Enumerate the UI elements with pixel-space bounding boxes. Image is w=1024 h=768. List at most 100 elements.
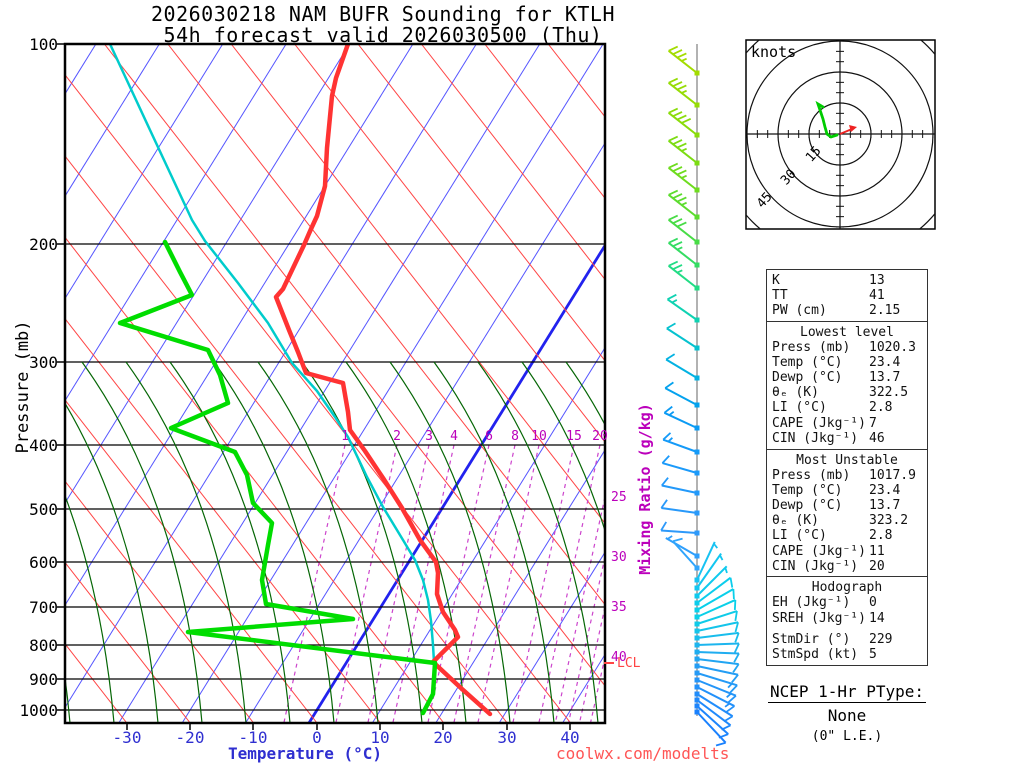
- isotherm-line: [245, 142, 605, 723]
- pressure-tick-label: 800: [29, 636, 58, 655]
- table-row: θₑ (K) 323.2: [772, 513, 922, 528]
- moist-adiabat-line: [389, 361, 511, 723]
- wind-barb: [668, 45, 700, 76]
- moist-adiabat-line: [565, 361, 605, 427]
- wind-barb: [661, 477, 700, 496]
- wind-barb: [666, 293, 700, 323]
- wind-barb: [668, 77, 700, 108]
- mixing-ratio-line: [578, 606, 605, 723]
- row-label: Press (mb): [772, 467, 851, 483]
- wind-barb: [668, 162, 700, 193]
- isotherm-line: [181, 44, 604, 723]
- row-label: θₑ (K): [772, 513, 819, 529]
- wind-barb: [665, 353, 700, 381]
- row-value: 229: [869, 631, 893, 647]
- row-label: LI (°C): [772, 528, 827, 544]
- wind-barb: [694, 642, 740, 653]
- table-section: K 13 TT 41 PW (cm) 2.15: [766, 268, 928, 323]
- moist-adiabat-line: [521, 361, 605, 533]
- wind-barb: [694, 553, 724, 591]
- wind-barb: [661, 455, 700, 476]
- wind-barb: [694, 631, 740, 643]
- row-value: 23.4: [869, 482, 901, 498]
- wind-barb: [666, 322, 700, 351]
- wind-barb: [664, 381, 700, 408]
- moist-adiabat-line: [65, 673, 71, 723]
- row-label: EH (Jkg⁻¹): [772, 595, 851, 611]
- temperature-tick-label: -10: [238, 728, 268, 747]
- mixing-ratio-value-label: 15: [566, 429, 582, 444]
- wind-barb: [694, 684, 735, 713]
- row-value: 2.15: [869, 302, 901, 318]
- pressure-tick-label: 1000: [19, 701, 58, 720]
- mixing-ratio-value-label: 35: [611, 600, 627, 615]
- moist-adiabat-line: [433, 361, 555, 723]
- isotherm-line: [65, 44, 224, 300]
- wind-barb: [672, 537, 700, 571]
- table-row: Press (mb) 1017.9: [772, 468, 922, 483]
- dry-adiabat-line: [103, 44, 605, 687]
- wind-barb: [663, 405, 700, 431]
- isotherm-line: [65, 44, 414, 607]
- moist-adiabat-line: [301, 361, 423, 723]
- table-row: LI (°C) 2.8: [772, 400, 922, 415]
- dry-adiabat-line: [230, 44, 605, 525]
- table-row: SREH (Jkg⁻¹) 14: [772, 611, 922, 626]
- table-row: Temp (°C) 23.4: [772, 483, 922, 498]
- wind-barb: [694, 663, 739, 684]
- row-value: 1017.9: [869, 467, 916, 483]
- table-row: PW (cm) 2.15: [772, 303, 922, 318]
- row-value: 1020.3: [869, 339, 916, 355]
- row-label: K: [772, 272, 780, 288]
- mixing-ratio-line: [589, 656, 605, 723]
- temperature-tick-label: 40: [560, 728, 580, 747]
- row-value: 13.7: [869, 370, 901, 386]
- table-row: CIN (Jkg⁻¹) 46: [772, 431, 922, 446]
- moist-adiabat-line: [65, 402, 159, 723]
- wind-barb: [694, 677, 737, 703]
- chart-title-line2: 54h forecast valid 2026030500 (Thu): [163, 23, 603, 47]
- hodograph-grid: [746, 40, 935, 229]
- row-value: 20: [869, 558, 885, 574]
- mixing-ratio-value-label: 25: [611, 490, 627, 505]
- chart-frame: [63, 42, 607, 725]
- mixing-ratio-line: [538, 444, 601, 723]
- storm-motion-arrow: [839, 128, 853, 135]
- dry-adiabat-line: [65, 73, 571, 723]
- row-value: 323.2: [869, 513, 909, 529]
- wind-barb: [668, 260, 700, 291]
- mixing-ratio-value-label: 40: [611, 650, 627, 665]
- row-value: 41: [869, 287, 885, 303]
- pressure-tick-label: 600: [29, 553, 58, 572]
- row-label: LI (°C): [772, 400, 827, 416]
- background-grid: [65, 44, 605, 723]
- temperature-tick-label: 0: [312, 728, 322, 747]
- row-label: CAPE (Jkg⁻¹): [772, 543, 866, 559]
- moist-adiabat-line: [345, 361, 467, 723]
- wind-barb: [662, 432, 700, 455]
- wind-barb: [694, 588, 735, 613]
- mixing-ratio-value-label: 4: [450, 429, 458, 444]
- ptype-title: NCEP 1-Hr PType:: [767, 682, 927, 703]
- isotherm-line: [65, 44, 160, 198]
- row-label: CIN (Jkg⁻¹): [772, 430, 859, 446]
- hodograph-trace: [815, 100, 839, 139]
- mixing-ratio-value-label: 3: [425, 429, 433, 444]
- row-value: 23.4: [869, 354, 901, 370]
- ptype-panel: NCEP 1-Hr PType: None (0" L.E.): [756, 682, 938, 744]
- wind-barb: [694, 541, 719, 583]
- pressure-tick-label: 900: [29, 670, 58, 689]
- row-label: Dewp (°C): [772, 370, 843, 386]
- wind-barb: [694, 656, 740, 673]
- isotherm-line: [435, 449, 605, 723]
- table-row: LI (°C) 2.8: [772, 528, 922, 543]
- wind-barb: [668, 214, 700, 245]
- dry-adiabat-line: [167, 44, 605, 606]
- site-credit: coolwx.com/modelts: [556, 744, 730, 763]
- row-value: 13.7: [869, 497, 901, 513]
- dry-adiabat-line: [357, 44, 605, 362]
- moist-adiabats: [65, 361, 605, 723]
- wind-barb: [668, 237, 700, 268]
